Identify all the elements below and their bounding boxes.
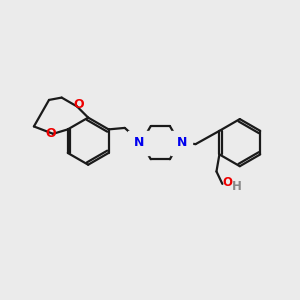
Text: O: O <box>223 176 233 190</box>
Text: O: O <box>45 127 56 140</box>
Text: N: N <box>177 136 187 149</box>
Text: H: H <box>232 180 242 193</box>
Text: N: N <box>134 136 144 149</box>
Text: O: O <box>73 98 84 111</box>
